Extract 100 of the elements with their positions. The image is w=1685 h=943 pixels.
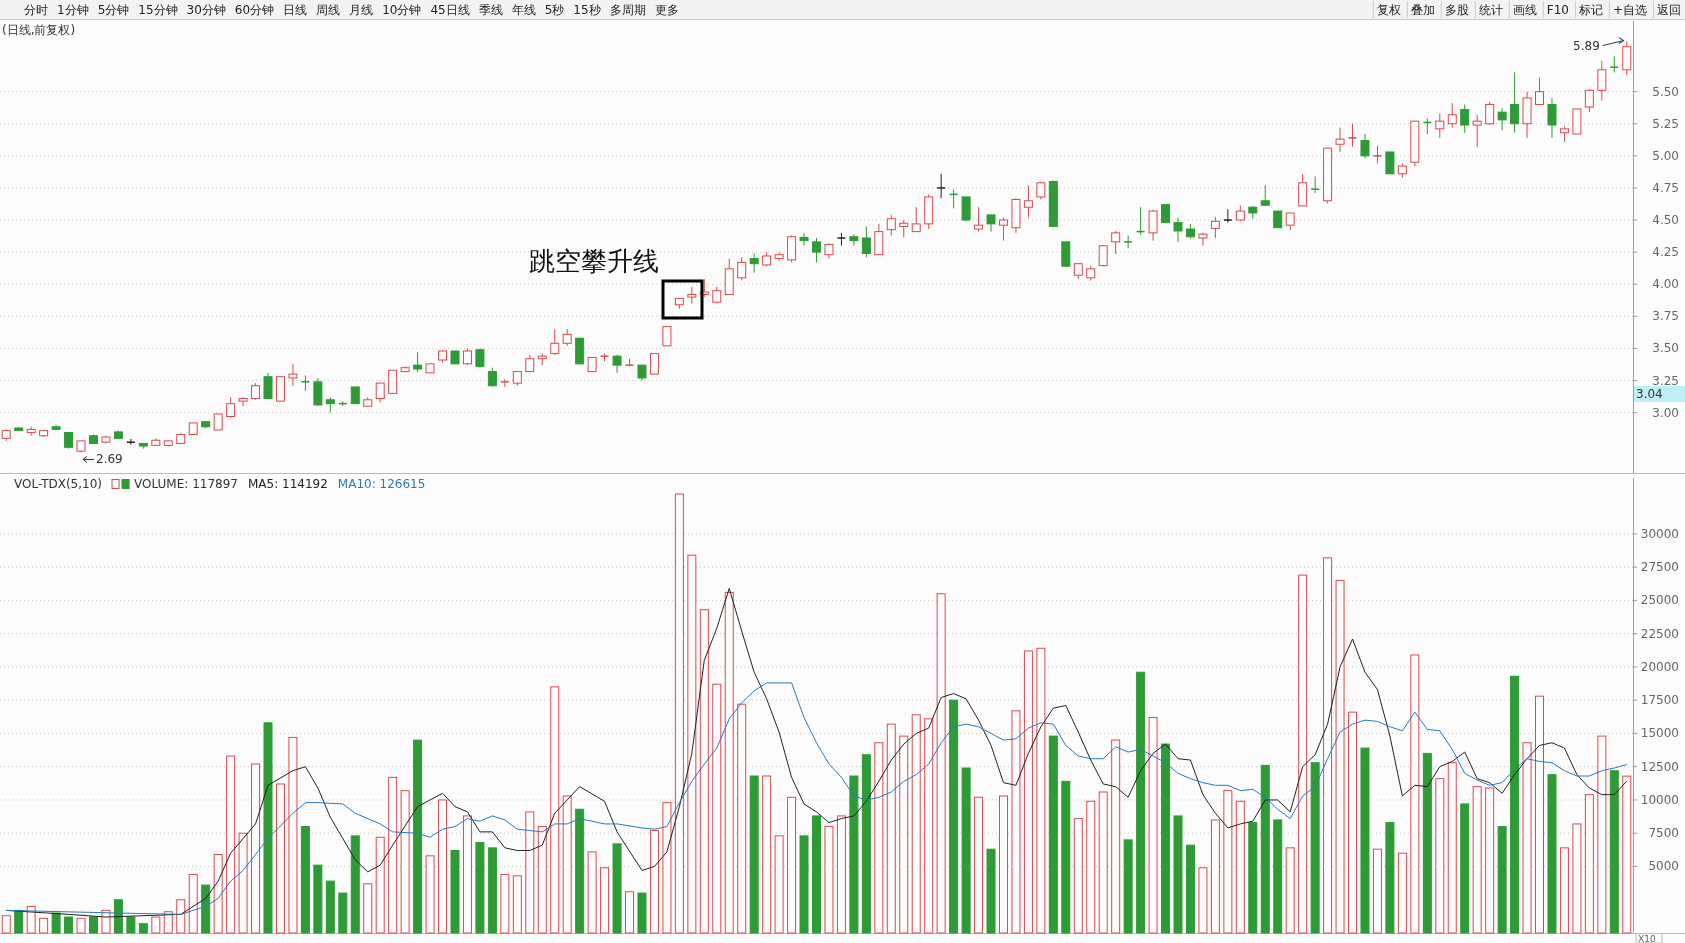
bar: [425, 855, 435, 934]
bar: [263, 722, 273, 934]
text: 复权: [1376, 3, 1401, 17]
bar: [226, 755, 236, 934]
bar: [649, 830, 659, 934]
candlestick: [1385, 151, 1395, 175]
bar: [1098, 791, 1108, 934]
bar: [562, 795, 572, 934]
y-tick-label: 3.75: [1652, 309, 1679, 324]
bar: [1559, 847, 1569, 934]
candlestick: [1584, 88, 1594, 113]
candlestick: [1198, 232, 1208, 247]
bar: [762, 775, 772, 934]
candlestick: [475, 347, 485, 369]
candlestick: [936, 173, 946, 199]
bar: [949, 699, 959, 934]
bar: [1460, 803, 1470, 934]
text: +自选: [1612, 3, 1647, 17]
bar: [1235, 800, 1245, 934]
bar: [438, 799, 448, 934]
bar: [338, 892, 348, 934]
bar: [176, 899, 186, 934]
candlestick: [375, 382, 385, 403]
y-tick-label: 20000: [1640, 659, 1679, 674]
bar: [936, 593, 946, 934]
bar: [1310, 762, 1320, 934]
bar: [899, 735, 909, 934]
bar: [998, 795, 1008, 934]
candlestick: [1460, 103, 1470, 134]
bar: [1011, 710, 1021, 934]
bar: [300, 826, 310, 934]
bar: [288, 736, 298, 934]
bar: [824, 826, 834, 934]
y-tick-label: 5.50: [1652, 84, 1679, 99]
text: 季线: [478, 3, 503, 17]
bar: [462, 815, 472, 934]
text: 叠加: [1410, 3, 1435, 17]
bar: [1435, 778, 1445, 934]
candlestick: [313, 377, 323, 407]
y-tick-label: 22500: [1640, 626, 1679, 641]
text: 统计: [1478, 3, 1503, 17]
text: F10: [1546, 3, 1569, 17]
candlestick: [1310, 175, 1320, 194]
text: 10分钟: [382, 3, 422, 17]
text: 画线: [1512, 3, 1537, 17]
y-tick-label: 12500: [1640, 759, 1679, 774]
bar: [687, 554, 697, 934]
candlestick: [1597, 60, 1607, 102]
annotation: 跳空攀升线: [529, 246, 659, 276]
bar: [1223, 790, 1233, 934]
y-tick-label: 5000: [1648, 859, 1679, 874]
bar: [138, 923, 148, 934]
text: 分时: [24, 3, 48, 17]
candlestick: [911, 206, 921, 233]
bar: [525, 811, 535, 934]
candlestick: [487, 367, 497, 388]
candlestick: [1148, 209, 1158, 242]
bar: [1547, 774, 1557, 934]
candlestick: [1223, 208, 1233, 224]
y-tick-label: 4.50: [1652, 213, 1679, 228]
text: 返回: [1657, 3, 1681, 17]
y-tick-label: 3.25: [1652, 373, 1679, 388]
bar: [113, 899, 123, 934]
y-tick-label: 7500: [1648, 826, 1679, 841]
candlestick: [1023, 184, 1033, 218]
bar: [350, 835, 360, 934]
bar: [600, 867, 610, 934]
bar: [1061, 780, 1071, 934]
candlestick: [238, 396, 248, 407]
bar: [724, 591, 734, 934]
bar: [1248, 822, 1258, 934]
candlestick: [799, 232, 809, 247]
candlestick: [1497, 107, 1507, 131]
bar: [849, 775, 859, 934]
y-tick-label: 3.50: [1652, 341, 1679, 356]
bar: [1609, 770, 1619, 934]
bar: [1597, 735, 1607, 934]
bar: [911, 714, 921, 934]
bar: [1285, 847, 1295, 934]
candlestick: [1447, 102, 1457, 129]
bar: [1348, 711, 1358, 934]
bar: [1086, 800, 1096, 934]
bar: [1447, 762, 1457, 934]
candlestick: [1173, 216, 1183, 243]
candlestick: [1298, 173, 1308, 207]
bar: [575, 808, 585, 934]
bar: [625, 891, 635, 934]
bar: [1173, 815, 1183, 934]
text: 周线: [316, 3, 341, 17]
candlestick: [1260, 184, 1270, 207]
bar: [1360, 747, 1370, 934]
text: 3.04: [1636, 387, 1663, 401]
bar: [874, 742, 884, 934]
bar: [76, 917, 86, 934]
bar: [213, 854, 223, 934]
bar: [1422, 752, 1432, 934]
bar: [1622, 775, 1632, 934]
bar: [1497, 826, 1507, 934]
candlestick: [1335, 127, 1345, 153]
y-tick-label: 5.00: [1652, 148, 1679, 163]
